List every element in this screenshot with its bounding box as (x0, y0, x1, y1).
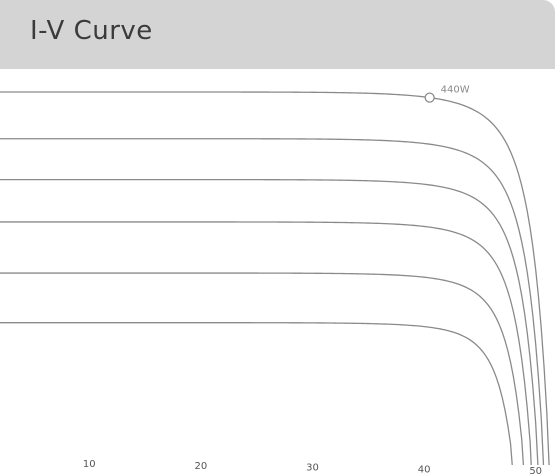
chart-header: I-V Curve (0, 0, 555, 69)
x-tick-label: 40 (418, 464, 431, 475)
iv-curve-4 (0, 221, 532, 466)
iv-curve-6 (0, 322, 513, 466)
annotation-label: 440W (441, 85, 470, 96)
x-tick-label: 20 (195, 461, 208, 472)
max-power-point-marker (424, 92, 435, 103)
iv-curve-1 (0, 91, 550, 466)
x-tick-label: 50 (529, 466, 542, 475)
x-tick-label: 10 (83, 459, 96, 470)
iv-curve-2 (0, 138, 545, 466)
chart-title: I-V Curve (30, 16, 153, 46)
iv-curve-5 (0, 272, 525, 466)
x-tick-label: 30 (306, 463, 319, 474)
iv-curve-3 (0, 178, 539, 466)
